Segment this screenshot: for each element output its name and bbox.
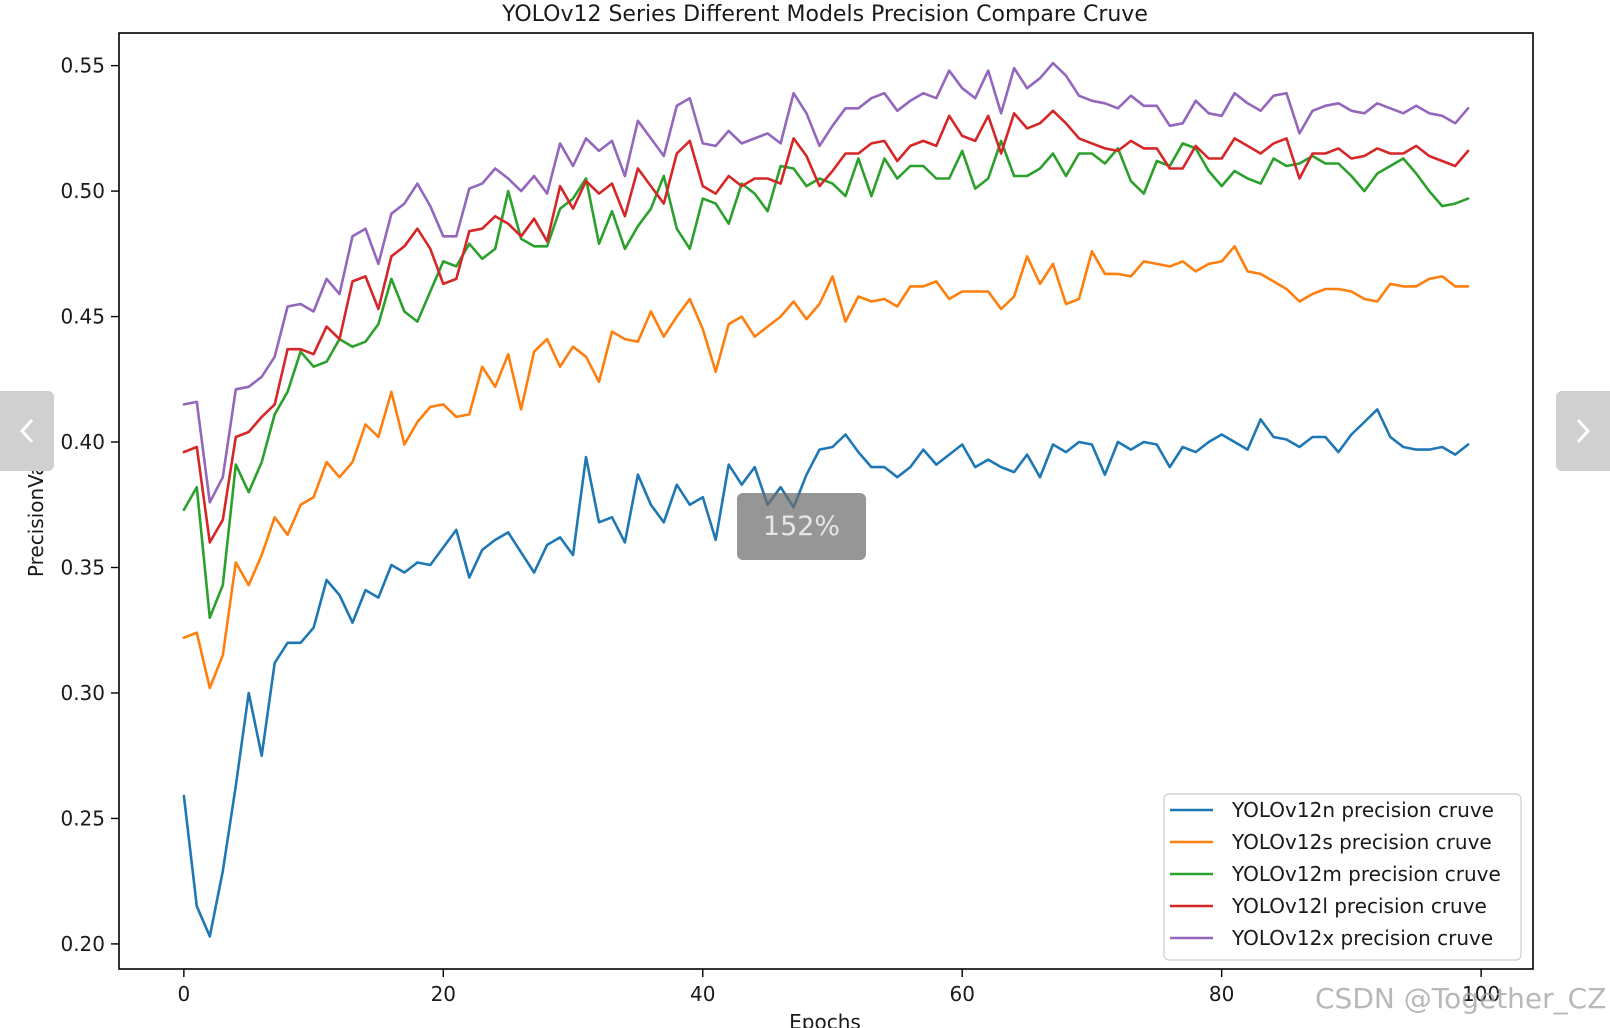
x-axis-label: Epochs xyxy=(789,1010,861,1028)
legend-label: YOLOv12m precision cruve xyxy=(1231,862,1501,886)
legend-label: YOLOv12n precision cruve xyxy=(1231,798,1494,822)
series-line xyxy=(182,408,1470,938)
plot-area-frame xyxy=(118,32,1534,970)
x-tick-label: 20 xyxy=(431,982,456,1006)
y-tick-label: 0.20 xyxy=(60,932,105,956)
axis-ticks: 0 20 40 60 80 100 0.20 0.25 0.30 0.35 0.40 0.45 0.50… xyxy=(60,54,1500,1006)
series-line xyxy=(182,245,1470,690)
y-tick-label: 0.45 xyxy=(60,305,105,329)
chevron-left-icon xyxy=(19,418,34,444)
y-tick-label: 0.25 xyxy=(60,806,105,830)
series-line xyxy=(182,139,1470,620)
x-tick-label: 100 xyxy=(1462,982,1500,1006)
x-tick-label: 40 xyxy=(690,982,715,1006)
next-image-button[interactable] xyxy=(1556,391,1610,471)
y-tick-label: 0.55 xyxy=(60,54,105,78)
y-tick-label: 0.50 xyxy=(60,179,105,203)
legend-label: YOLOv12x precision cruve xyxy=(1231,926,1493,950)
y-tick-label: 0.40 xyxy=(60,430,105,454)
y-tick-label: 0.35 xyxy=(60,555,105,579)
legend-label: YOLOv12l precision cruve xyxy=(1231,894,1487,918)
watermark-text: CSDN @Together_CZ xyxy=(1315,982,1607,1015)
x-tick-label: 0 xyxy=(177,982,190,1006)
series-line xyxy=(182,61,1470,504)
zoom-level-badge: 152% xyxy=(737,493,866,560)
previous-image-button[interactable] xyxy=(0,391,54,471)
chart-title: YOLOv12 Series Different Models Precisio… xyxy=(501,2,1148,27)
y-tick-label: 0.30 xyxy=(60,681,105,705)
x-tick-label: 60 xyxy=(949,982,974,1006)
x-tick-label: 80 xyxy=(1209,982,1234,1006)
series-line xyxy=(182,109,1470,544)
legend-box xyxy=(1163,793,1522,961)
chevron-right-icon xyxy=(1576,418,1591,444)
legend-label: YOLOv12s precision cruve xyxy=(1231,830,1492,854)
series-lines xyxy=(182,61,1470,938)
legend: YOLOv12n precision cruve YOLOv12s precisi… xyxy=(1163,793,1522,961)
